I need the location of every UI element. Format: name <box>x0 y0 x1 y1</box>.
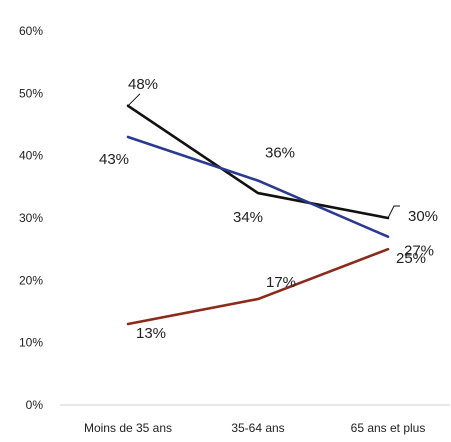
x-tick-label: 35-64 ans <box>231 421 284 435</box>
y-tick-label: 0% <box>26 398 44 412</box>
data-label: 43% <box>99 151 129 168</box>
label-leader-line <box>127 93 141 107</box>
data-label: 25% <box>396 250 426 267</box>
data-label: 34% <box>233 209 263 226</box>
data-label: 13% <box>136 325 166 342</box>
y-tick-label: 50% <box>19 86 43 100</box>
series-line-2 <box>126 135 390 238</box>
y-tick-label: 30% <box>19 211 43 225</box>
data-label: 36% <box>265 145 295 162</box>
x-tick-label: Moins de 35 ans <box>84 421 172 435</box>
y-tick-label: 10% <box>19 336 43 350</box>
data-label: 30% <box>408 208 438 225</box>
series-line-1 <box>126 104 390 220</box>
y-tick-label: 60% <box>19 24 43 38</box>
data-label: 17% <box>266 274 296 291</box>
x-tick-label: 65 ans et plus <box>351 421 426 435</box>
y-tick-label: 20% <box>19 273 43 287</box>
y-tick-label: 40% <box>19 149 43 163</box>
data-label: 48% <box>128 76 158 93</box>
data-label-layer: 48% 34% 30% 43% 36% 27% 13% 17% 25% <box>99 76 438 342</box>
series-layer <box>126 104 390 326</box>
series-line-3 <box>126 247 390 326</box>
data-label: 27% <box>404 243 434 260</box>
label-leader-line <box>387 205 400 219</box>
axis-layer: 0% 10% 20% 30% 40% 50% 60% Moins de 35 ans 35-64… <box>19 24 450 435</box>
